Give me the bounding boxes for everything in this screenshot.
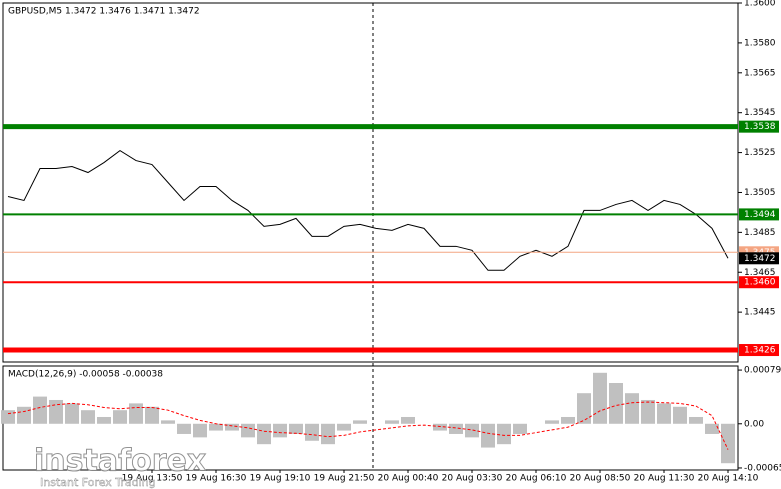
x-tick-label: 19 Aug 16:30 xyxy=(186,474,247,484)
macd-bar xyxy=(289,423,303,434)
macd-bar xyxy=(433,423,447,431)
chart-title: GBPUSD,M5 1.3472 1.3476 1.3471 1.3472 xyxy=(8,7,200,17)
macd-bar xyxy=(129,403,143,424)
macd-bar xyxy=(545,420,559,424)
y-tick-label: 1.3505 xyxy=(744,188,776,198)
level-label: 1.3538 xyxy=(744,122,776,132)
macd-bar xyxy=(577,393,591,424)
level-label: 1.3426 xyxy=(744,346,776,356)
price-line xyxy=(7,149,729,271)
macd-bar xyxy=(225,423,239,431)
macd-bar xyxy=(593,372,607,424)
y-tick-label: 1.3465 xyxy=(744,268,776,278)
macd-bar xyxy=(177,423,191,434)
level-label: 1.3460 xyxy=(744,278,776,288)
macd-bar xyxy=(481,423,495,448)
signal-line xyxy=(7,401,729,450)
x-tick-label: 19 Aug 21:50 xyxy=(314,474,375,484)
macd-bar xyxy=(1,410,15,424)
macd-bar xyxy=(561,416,575,424)
level-label: 1.3494 xyxy=(744,210,776,220)
level-box xyxy=(739,252,779,265)
macd-bar xyxy=(609,382,623,424)
y-tick-label: 1.3565 xyxy=(744,68,776,78)
macd-bar xyxy=(49,399,63,424)
macd-bar xyxy=(81,410,95,424)
y-tick-label: 1.3545 xyxy=(744,108,776,118)
macd-bar xyxy=(625,393,639,424)
macd-bar xyxy=(305,423,319,441)
macd-bar xyxy=(337,423,351,431)
y-tick-label: 0.00 xyxy=(744,419,764,429)
macd-bar xyxy=(465,423,479,438)
y-tick-label: 0.00079 xyxy=(744,366,781,376)
macd-bar xyxy=(145,406,159,424)
macd-bar xyxy=(673,406,687,424)
level-label: 1.3472 xyxy=(744,254,776,264)
x-tick-label: 20 Aug 00:40 xyxy=(378,474,439,484)
macd-title: MACD(12,26,9) -0.00058 -0.00038 xyxy=(8,370,163,380)
x-tick-label: 20 Aug 06:10 xyxy=(506,474,567,484)
macd-bar xyxy=(97,416,111,424)
x-tick-label: 20 Aug 14:10 xyxy=(698,474,759,484)
y-tick-label: 1.3580 xyxy=(744,38,776,48)
x-tick-label: 19 Aug 13:50 xyxy=(122,474,183,484)
y-tick-label: 1.3600 xyxy=(744,0,776,9)
macd-bar xyxy=(273,423,287,438)
y-tick-label: 1.3485 xyxy=(744,228,776,238)
watermark: instaforex xyxy=(34,444,206,479)
macd-bar xyxy=(17,406,31,424)
macd-bar xyxy=(705,423,719,434)
macd-bar xyxy=(209,423,223,431)
macd-bar xyxy=(113,410,127,424)
macd-bar xyxy=(721,423,735,464)
level-box xyxy=(739,208,779,221)
macd-bar xyxy=(689,416,703,424)
main-panel xyxy=(2,2,739,363)
macd-bar xyxy=(353,420,367,424)
macd-bar xyxy=(385,420,399,424)
macd-bar xyxy=(241,423,255,438)
macd-bar xyxy=(497,423,511,445)
watermark-subtitle: Instant Forex Trading xyxy=(40,476,156,489)
y-tick-label: 1.3445 xyxy=(744,308,776,318)
macd-bar xyxy=(401,416,415,424)
level-box xyxy=(739,120,779,133)
macd-bar xyxy=(449,423,463,434)
macd-bar xyxy=(657,403,671,424)
x-tick-label: 19 Aug 19:10 xyxy=(250,474,311,484)
y-tick-label: 1.3525 xyxy=(744,148,776,158)
level-box xyxy=(739,276,779,289)
x-tick-label: 20 Aug 03:30 xyxy=(442,474,503,484)
x-tick-label: 20 Aug 08:50 xyxy=(570,474,631,484)
macd-bar xyxy=(65,403,79,424)
macd-bar xyxy=(257,423,271,445)
macd-bar xyxy=(513,423,527,434)
y-tick-label: -0.00065 xyxy=(744,463,781,473)
macd-bar xyxy=(161,420,175,424)
macd-bar xyxy=(193,423,207,438)
macd-bar xyxy=(321,423,335,445)
level-box xyxy=(739,344,779,357)
macd-bar xyxy=(641,399,655,424)
x-tick-label: 20 Aug 11:30 xyxy=(634,474,695,484)
macd-bar xyxy=(33,396,47,424)
